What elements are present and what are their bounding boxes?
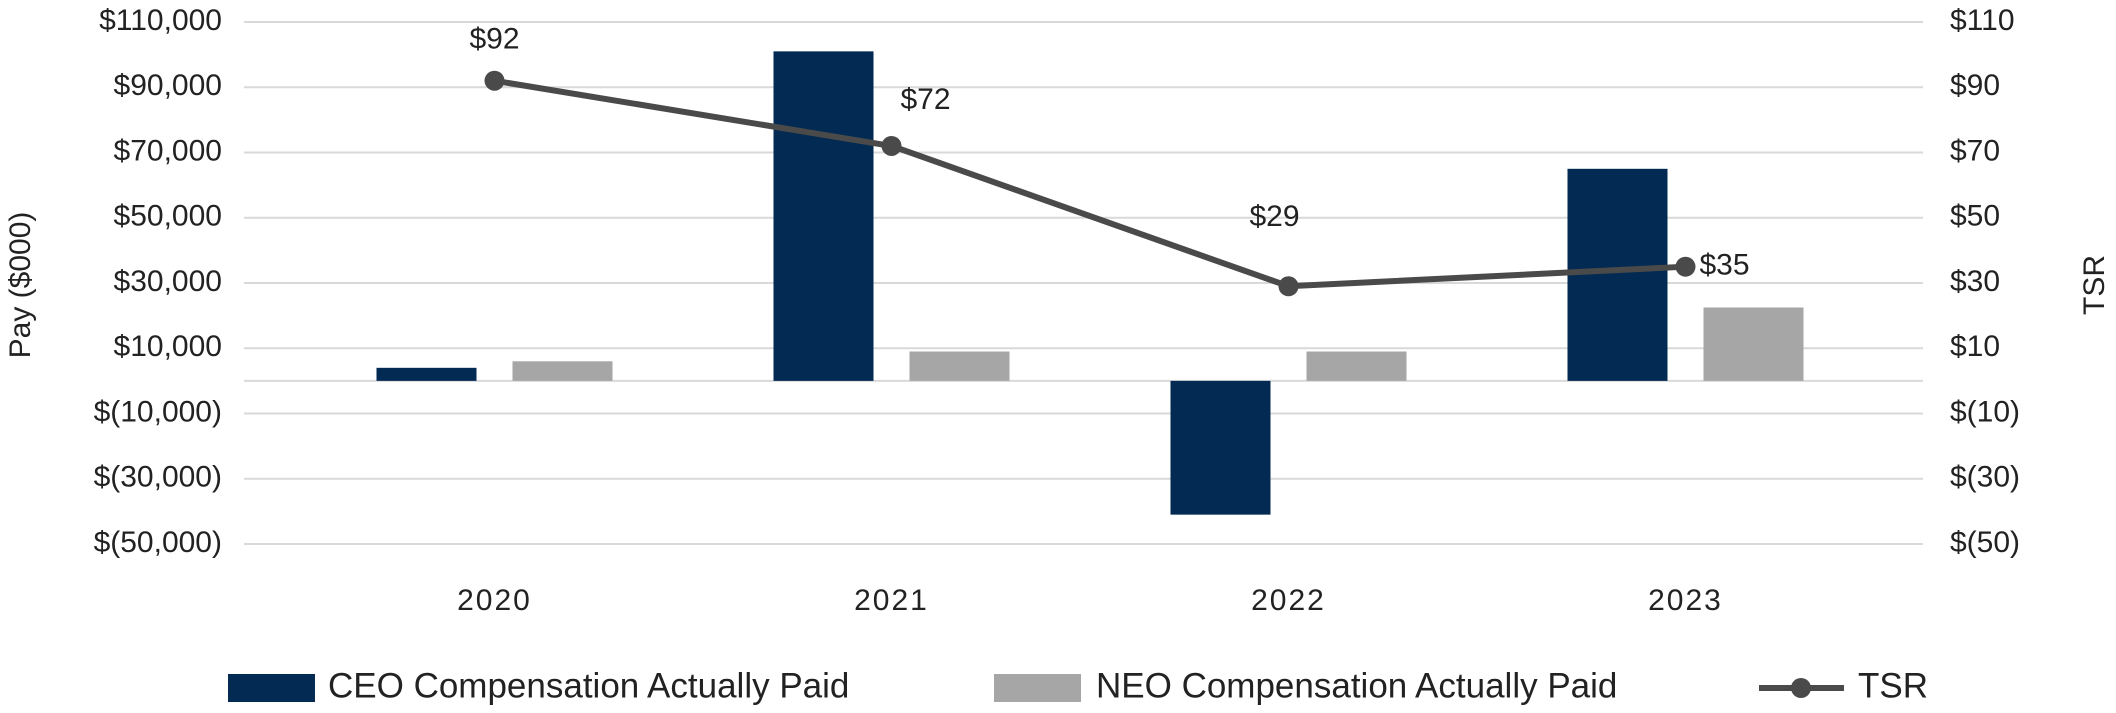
line-point: [881, 135, 902, 156]
y-tick-label: $90,000: [114, 69, 222, 102]
legend-label: CEO Compensation Actually Paid: [328, 666, 849, 705]
data-label: $72: [900, 83, 950, 116]
y-axis-title: Pay ($000): [4, 212, 37, 359]
y2-tick-label: $50: [1950, 200, 2000, 233]
y-tick-label: $(10,000): [94, 395, 222, 428]
legend-label: NEO Compensation Actually Paid: [1096, 666, 1617, 705]
y-tick-label: $30,000: [114, 265, 222, 298]
x-tick-label: 2023: [1648, 584, 1723, 617]
bar: [512, 361, 613, 381]
line-point: [1675, 256, 1696, 277]
y2-axis-title: TSR: [2078, 255, 2111, 315]
legend-label: TSR: [1858, 666, 1928, 705]
x-tick-label: 2022: [1251, 584, 1326, 617]
y-tick-label: $70,000: [114, 134, 222, 167]
y-tick-label: $10,000: [114, 330, 222, 363]
line: [494, 77, 1686, 290]
data-label: $92: [469, 23, 519, 56]
y2-tick-label: $(50): [1950, 526, 2020, 559]
legend-swatch: [1791, 678, 1811, 698]
y2-tick-label: $90: [1950, 69, 2000, 102]
y2-tick-label: $70: [1950, 134, 2000, 167]
line-point: [1278, 276, 1299, 297]
y-tick-label: $(30,000): [94, 461, 222, 494]
y2-tick-label: $(10): [1950, 395, 2020, 428]
y-tick-label: $(50,000): [94, 526, 222, 559]
x-tick-label: 2021: [854, 584, 929, 617]
y2-tick-label: $(30): [1950, 461, 2020, 494]
data-label: $29: [1249, 200, 1299, 233]
bar: [1567, 168, 1668, 381]
y2-tick-label: $30: [1950, 265, 2000, 298]
bar: [1170, 380, 1271, 515]
bar: [1306, 351, 1407, 381]
bar: [909, 351, 1010, 381]
data-label: $35: [1700, 249, 1750, 282]
bar: [1703, 307, 1804, 381]
legend-swatch: [228, 674, 315, 702]
x-tick-label: 2020: [457, 584, 532, 617]
line-point: [484, 70, 505, 91]
bar: [773, 51, 874, 381]
y2-tick-label: $110: [1950, 4, 2015, 37]
y-tick-label: $50,000: [114, 200, 222, 233]
legend-swatch: [994, 674, 1081, 702]
y-tick-label: $110,000: [99, 4, 222, 37]
legend: CEO Compensation Actually Paid NEO Compen…: [228, 666, 1928, 705]
bar: [376, 367, 477, 381]
y2-tick-label: $10: [1950, 330, 2000, 363]
